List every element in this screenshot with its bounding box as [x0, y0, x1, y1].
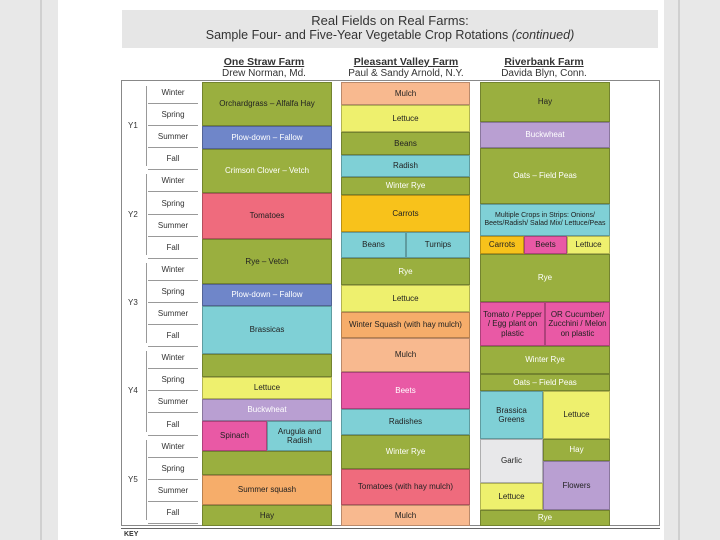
crop-block: Oats – Field Peas [480, 374, 610, 391]
crop-block: Plow-down – Fallow [202, 126, 332, 149]
year-label: Y5 [128, 474, 138, 484]
crop-block: Radishes [341, 409, 470, 435]
crop-block: Summer squash [202, 475, 332, 505]
crop-block: Mulch [341, 338, 470, 372]
crop-block: Rye [480, 254, 610, 302]
right-margin-bar [664, 0, 720, 540]
season-label: Spring [148, 369, 198, 392]
crop-block: Multiple Crops in Strips: Onions/ Beets/… [480, 204, 610, 236]
crop-block: Orchardgrass – Alfalfa Hay [202, 82, 332, 126]
crop-block: Carrots [341, 195, 470, 232]
crop-block: Buckwheat [202, 399, 332, 421]
right-margin-rule [678, 0, 680, 540]
year-bracket [146, 174, 147, 255]
season-label: Fall [148, 414, 198, 436]
season-label: Spring [148, 281, 198, 303]
season-label: Summer [148, 303, 198, 325]
crop-block: Winter Rye [341, 177, 470, 195]
crop-block: Carrots [480, 236, 524, 254]
crop-block: Tomatoes [202, 193, 332, 239]
left-margin-rule [40, 0, 42, 540]
crop-block: Mulch [341, 505, 470, 526]
crop-block: Oats – Field Peas [480, 148, 610, 204]
crop-block: Rye – Vetch [202, 239, 332, 284]
key-divider [121, 528, 660, 529]
season-label: Fall [148, 325, 198, 348]
year-label: Y4 [128, 386, 138, 396]
year-bracket [146, 439, 147, 520]
crop-block: Beans [341, 132, 470, 155]
page-title: Real Fields on Real Farms: [311, 13, 469, 28]
year-bracket [146, 262, 147, 344]
left-margin-bar [0, 0, 58, 540]
crop-block: Hay [202, 505, 332, 526]
year-bracket [146, 351, 147, 432]
year-label: Y2 [128, 209, 138, 219]
season-label: Winter [148, 170, 198, 193]
crop-block: Lettuce [567, 236, 610, 254]
season-label: Fall [148, 502, 198, 524]
page-subtitle: Sample Four- and Five-Year Vegetable Cro… [205, 28, 575, 42]
crop-block: Beets [524, 236, 567, 254]
crop-block: Garlic [480, 439, 543, 483]
crop-block-empty [202, 354, 332, 377]
year-label: Y1 [128, 121, 138, 131]
season-label: Spring [148, 193, 198, 215]
crop-block: Lettuce [341, 105, 470, 132]
crop-block: Lettuce [202, 377, 332, 399]
season-label: Winter [148, 259, 198, 281]
season-label: Spring [148, 104, 198, 127]
key-label: KEY [124, 531, 139, 538]
crop-block: Rye [480, 510, 610, 526]
season-label: Winter [148, 436, 198, 458]
year-bracket [146, 86, 147, 167]
crop-block: Turnips [406, 232, 470, 258]
crop-block: Plow-down – Fallow [202, 284, 332, 306]
season-label: Winter [148, 82, 198, 104]
crop-block: OR Cucumber/ Zucchini / Melon on plastic [545, 302, 610, 346]
crop-block: Hay [543, 439, 610, 461]
season-label: Fall [148, 237, 198, 259]
crop-block: Lettuce [480, 483, 543, 510]
crop-block: Tomatoes (with hay mulch) [341, 469, 470, 505]
crop-block: Rye [341, 258, 470, 285]
year-label: Y3 [128, 298, 138, 307]
crop-block: Winter Rye [341, 435, 470, 469]
season-label: Summer [148, 126, 198, 149]
crop-block: Spinach [202, 421, 267, 451]
crop-block: Arugula and Radish [267, 421, 332, 451]
crop-block: Flowers [543, 461, 610, 510]
crop-block: Hay [480, 82, 610, 122]
farm-header-one-straw: One Straw Farm Drew Norman, Md. [222, 56, 306, 79]
crop-block: Radish [341, 155, 470, 177]
crop-block: Lettuce [543, 391, 610, 439]
crop-block: Winter Rye [480, 346, 610, 374]
season-label: Summer [148, 391, 198, 414]
crop-block: Brassica Greens [480, 391, 543, 439]
crop-block: Beans [341, 232, 406, 258]
season-label: Summer [148, 215, 198, 237]
crop-block: Buckwheat [480, 122, 610, 148]
farm-header-pleasant-valley: Pleasant Valley Farm Paul & Sandy Arnold… [348, 56, 464, 79]
season-label: Winter [148, 347, 198, 370]
season-label: Fall [148, 148, 198, 171]
crop-block: Brassicas [202, 306, 332, 354]
crop-block: Beets [341, 372, 470, 409]
crop-block: Lettuce [341, 285, 470, 312]
crop-block: Tomato / Pepper / Egg plant on plastic [480, 302, 545, 346]
season-label: Spring [148, 458, 198, 480]
title-band: Real Fields on Real Farms: Sample Four- … [122, 10, 658, 48]
season-label: Summer [148, 480, 198, 502]
crop-block: Winter Squash (with hay mulch) [341, 312, 470, 338]
crop-block: Mulch [341, 82, 470, 105]
crop-block: Crimson Clover – Vetch [202, 149, 332, 193]
crop-block-empty [202, 451, 332, 475]
farm-header-riverbank: Riverbank Farm Davida Blyn, Conn. [501, 56, 587, 79]
